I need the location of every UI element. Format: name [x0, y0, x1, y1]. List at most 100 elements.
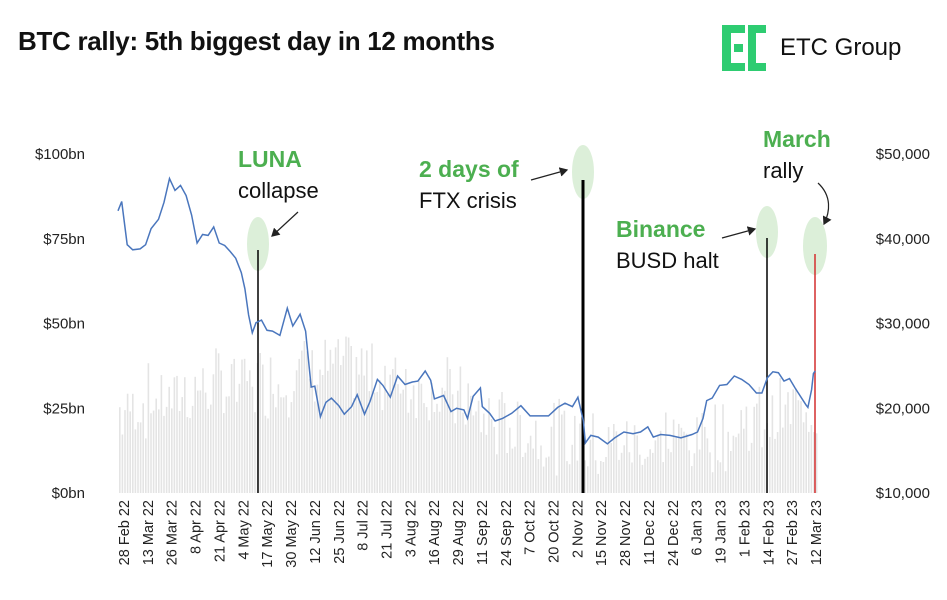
- x-tick-label: 3 Aug 22: [403, 500, 419, 557]
- volume-bar: [615, 431, 618, 493]
- volume-bar: [680, 427, 683, 493]
- volume-bar: [626, 421, 628, 493]
- volume-bar: [384, 365, 386, 493]
- x-tick-label: 12 Mar 23: [809, 500, 825, 565]
- y-right-tick-label: $30,000: [876, 316, 930, 333]
- volume-bar: [628, 452, 631, 493]
- volume-bar: [600, 461, 602, 493]
- volume-bar: [574, 415, 576, 493]
- volume-bar: [584, 460, 586, 493]
- volume-bar: [321, 375, 324, 493]
- volume-bar: [787, 392, 789, 493]
- volume-bar: [238, 383, 241, 493]
- volume-bar: [802, 422, 805, 493]
- volume-bar: [459, 366, 462, 493]
- volume-bar: [631, 462, 633, 493]
- event-arrow: [817, 182, 832, 226]
- volume-bar: [748, 450, 750, 493]
- volume-bar: [353, 398, 355, 493]
- volume-bar: [298, 358, 300, 493]
- volume-bar: [623, 445, 625, 493]
- volume-bar: [405, 369, 407, 493]
- volume-bar: [516, 401, 519, 493]
- volume-bar: [753, 406, 755, 493]
- y-axis-left: $0bn $25bn $50bn $75bn $100bn: [35, 146, 85, 502]
- volume-bar: [288, 417, 290, 493]
- volume-bar: [659, 430, 662, 493]
- volume-bar: [132, 393, 134, 493]
- volume-bar: [610, 443, 612, 493]
- volume-bar: [696, 417, 698, 493]
- volume-bar: [134, 429, 137, 493]
- volume-bar: [269, 357, 272, 493]
- volume-bar: [441, 387, 443, 493]
- volume-bar: [418, 379, 420, 493]
- volume-bar: [210, 404, 212, 493]
- y-axis-right: $10,000 $20,000 $30,000 $40,000 $50,000: [876, 146, 930, 502]
- volume-bar: [646, 456, 649, 493]
- volume-bar: [795, 388, 797, 493]
- volume-bar: [594, 460, 597, 493]
- volume-bar: [225, 396, 228, 493]
- volume-bar: [571, 444, 573, 493]
- volume-bar: [423, 403, 425, 493]
- volume-bar: [667, 448, 670, 493]
- volume-bar: [217, 353, 220, 493]
- volume-bar: [444, 390, 446, 493]
- volume-bar: [808, 431, 810, 493]
- volume-bar: [483, 413, 485, 493]
- volume-bar: [649, 449, 651, 493]
- volume-bar: [727, 431, 729, 493]
- event-highlight-bubble: [572, 145, 594, 199]
- volume-bar: [719, 462, 722, 493]
- volume-bar: [397, 384, 399, 493]
- logo-text: ETC Group: [780, 34, 902, 61]
- x-tick-label: 11 Sep 22: [475, 500, 491, 565]
- volume-bar: [168, 386, 170, 493]
- volume-bar: [285, 395, 287, 493]
- volume-bar: [454, 423, 456, 493]
- x-tick-label: 2 Nov 22: [570, 500, 586, 558]
- y-left-tick-label: $75bn: [43, 231, 85, 248]
- volume-bar: [490, 419, 493, 493]
- volume-bar: [730, 451, 732, 493]
- volume-bar: [701, 413, 703, 493]
- volume-bar: [386, 394, 389, 493]
- event-label-subtitle: rally: [763, 158, 803, 183]
- volume-bar: [563, 410, 566, 493]
- volume-bar: [496, 454, 498, 493]
- volume-bar: [410, 399, 412, 493]
- volume-bar: [319, 369, 321, 493]
- volume-bar: [436, 403, 438, 493]
- volume-bar: [259, 353, 261, 493]
- volume-bar: [782, 427, 784, 493]
- volume-bar: [363, 375, 365, 493]
- volume-bar: [171, 408, 173, 493]
- volume-bar: [480, 432, 482, 493]
- volume-bar: [568, 464, 571, 493]
- volume-bar: [282, 397, 285, 493]
- event-highlight-bubble: [247, 217, 269, 271]
- volume-bar: [207, 408, 209, 493]
- volume-bar: [576, 460, 579, 493]
- x-tick-label: 29 Aug 22: [451, 500, 467, 565]
- volume-bar: [457, 390, 459, 493]
- event-label-subtitle: BUSD halt: [616, 248, 719, 273]
- volume-bar: [314, 401, 316, 493]
- volume-bar: [119, 407, 121, 493]
- volume-bar: [548, 456, 550, 493]
- volume-bar: [204, 392, 207, 493]
- x-tick-label: 28 Nov 22: [618, 500, 634, 566]
- volume-bar: [597, 473, 599, 493]
- event-label-title: LUNA: [238, 146, 302, 172]
- volume-bar: [415, 418, 417, 493]
- volume-bar: [566, 461, 568, 493]
- volume-bar: [407, 412, 410, 493]
- x-tick-label: 7 Oct 22: [523, 500, 539, 555]
- volume-bar: [381, 410, 384, 493]
- volume-bar: [280, 397, 282, 493]
- volume-bar: [155, 398, 157, 493]
- volume-bar: [137, 422, 139, 493]
- volume-bar: [412, 385, 415, 493]
